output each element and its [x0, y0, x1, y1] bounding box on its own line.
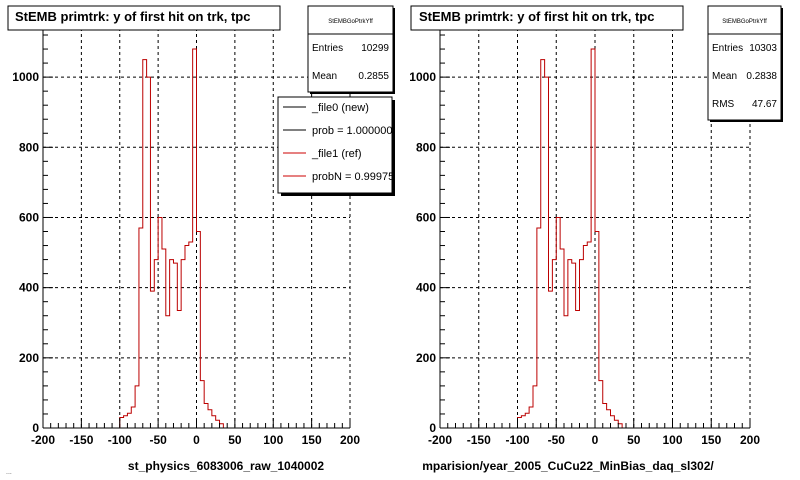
stats-value: 10303: [749, 43, 777, 54]
x-tick-label: -150: [69, 433, 93, 447]
stats-label: Mean: [712, 71, 737, 82]
y-tick-label: 600: [19, 210, 39, 224]
y-tick-label: 0: [32, 421, 39, 435]
legend-box: [277, 96, 393, 194]
x-tick-label: -150: [467, 433, 491, 447]
x-tick-label: 150: [701, 433, 721, 447]
y-tick-label: 1000: [409, 70, 436, 84]
y-tick-label: 600: [416, 210, 436, 224]
chart-title: StEMB primtrk: y of first hit on trk, tp…: [419, 9, 654, 24]
stats-box: [707, 5, 782, 121]
y-tick-label: 400: [416, 281, 436, 295]
y-tick-label: 200: [19, 351, 39, 365]
x-axis-label: mparision/year_2005_CuCu22_MinBias_daq_s…: [422, 459, 714, 473]
chart-panel-2: -200 -150 -100 -50 0 50 100 150 200 0 200 400 600 800…: [409, 5, 783, 473]
y-tick-label: 400: [19, 281, 39, 295]
histogram-ref-series: [119, 48, 224, 428]
x-tick-label: 150: [302, 433, 322, 447]
x-tick-label: 100: [662, 433, 682, 447]
x-tick-label: -100: [505, 433, 529, 447]
y-tick-label: 200: [416, 351, 436, 365]
y-tick-label: 0: [429, 421, 436, 435]
stats-label: Mean: [312, 71, 337, 82]
x-tick-label: -200: [428, 433, 452, 447]
x-tick-label: 50: [228, 433, 242, 447]
legend-label: _file1 (ref): [311, 148, 362, 160]
x-tick-label: -50: [548, 433, 566, 447]
x-tick-label: 50: [627, 433, 641, 447]
chart-panel-1: -200 -150 -100 -50 0 50 100 150 200 0 200 400 600 800…: [7, 5, 395, 473]
stats-value: 47.67: [752, 99, 777, 110]
x-tick-label: 100: [263, 433, 283, 447]
stats-box: [307, 5, 394, 93]
stats-title: StEMBGoPtrkYff: [722, 19, 767, 25]
x-tick-label: -50: [149, 433, 167, 447]
x-tick-label: 200: [740, 433, 760, 447]
footer-text: ...: [6, 469, 12, 476]
stats-label: Entries: [712, 43, 743, 54]
histogram-new-series: [517, 48, 623, 428]
y-tick-label: 800: [19, 140, 39, 154]
legend: _file0 (new) prob = 1.000000 _file1 (ref) p…: [277, 96, 395, 196]
title-box: [7, 5, 281, 31]
title-box: [410, 5, 684, 31]
histogram-new-series: [119, 48, 224, 428]
stats-title: StEMBGoPtrkYff: [328, 19, 373, 25]
y-tick-label: 800: [416, 140, 436, 154]
stats-value: 10299: [361, 43, 389, 54]
chart-title: StEMB primtrk: y of first hit on trk, tp…: [15, 9, 250, 24]
x-tick-label: 0: [592, 433, 599, 447]
x-tick-label: -100: [108, 433, 132, 447]
stats-label: Entries: [312, 43, 343, 54]
legend-label: _file0 (new): [311, 102, 369, 114]
stats-value: 0.2838: [746, 71, 777, 82]
x-axis-label: st_physics_6083006_raw_1040002: [128, 459, 324, 473]
x-tick-label: -200: [31, 433, 55, 447]
histogram-ref-series: [517, 48, 623, 428]
legend-label: prob = 1.000000: [312, 125, 392, 137]
x-tick-label: 0: [193, 433, 200, 447]
stats-value: 0.2855: [358, 71, 389, 82]
x-tick-label: 200: [340, 433, 360, 447]
legend-label: probN = 0.99975: [312, 171, 394, 183]
y-tick-label: 1000: [12, 70, 39, 84]
stats-label: RMS: [712, 99, 735, 110]
